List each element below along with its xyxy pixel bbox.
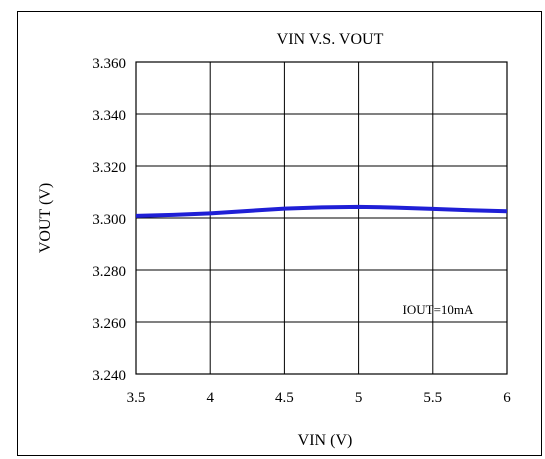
- series-layer: [135, 204, 508, 218]
- x-tick-label: 3.5: [127, 390, 146, 406]
- y-tick-label: 3.280: [92, 264, 126, 280]
- y-tick-label: 3.360: [92, 56, 126, 72]
- x-tick-label: 5.5: [423, 390, 442, 406]
- y-tick-label: 3.320: [92, 160, 126, 176]
- vout-series-line: [135, 204, 508, 218]
- y-tick-labels: 3.360 3.340 3.320 3.300 3.280 3.260 3.240: [92, 56, 126, 384]
- x-axis-label: VIN (V): [298, 432, 353, 449]
- grid: [135, 61, 508, 375]
- x-tick-label: 5: [355, 390, 363, 406]
- y-tick-label: 3.240: [92, 368, 126, 384]
- x-tick-label: 4: [206, 390, 214, 406]
- chart-title: VIN V.S. VOUT: [277, 31, 384, 48]
- x-tick-label: 4.5: [275, 390, 294, 406]
- y-tick-label: 3.300: [92, 212, 126, 228]
- y-axis-label: VOUT (V): [37, 183, 54, 253]
- x-tick-labels: 3.5 4 4.5 5 5.5 6: [127, 390, 512, 406]
- x-tick-label: 6: [503, 390, 511, 406]
- y-tick-label: 3.260: [92, 316, 126, 332]
- chart-frame: [17, 11, 542, 456]
- y-tick-label: 3.340: [92, 108, 126, 124]
- iout-annotation: IOUT=10mA: [403, 302, 474, 317]
